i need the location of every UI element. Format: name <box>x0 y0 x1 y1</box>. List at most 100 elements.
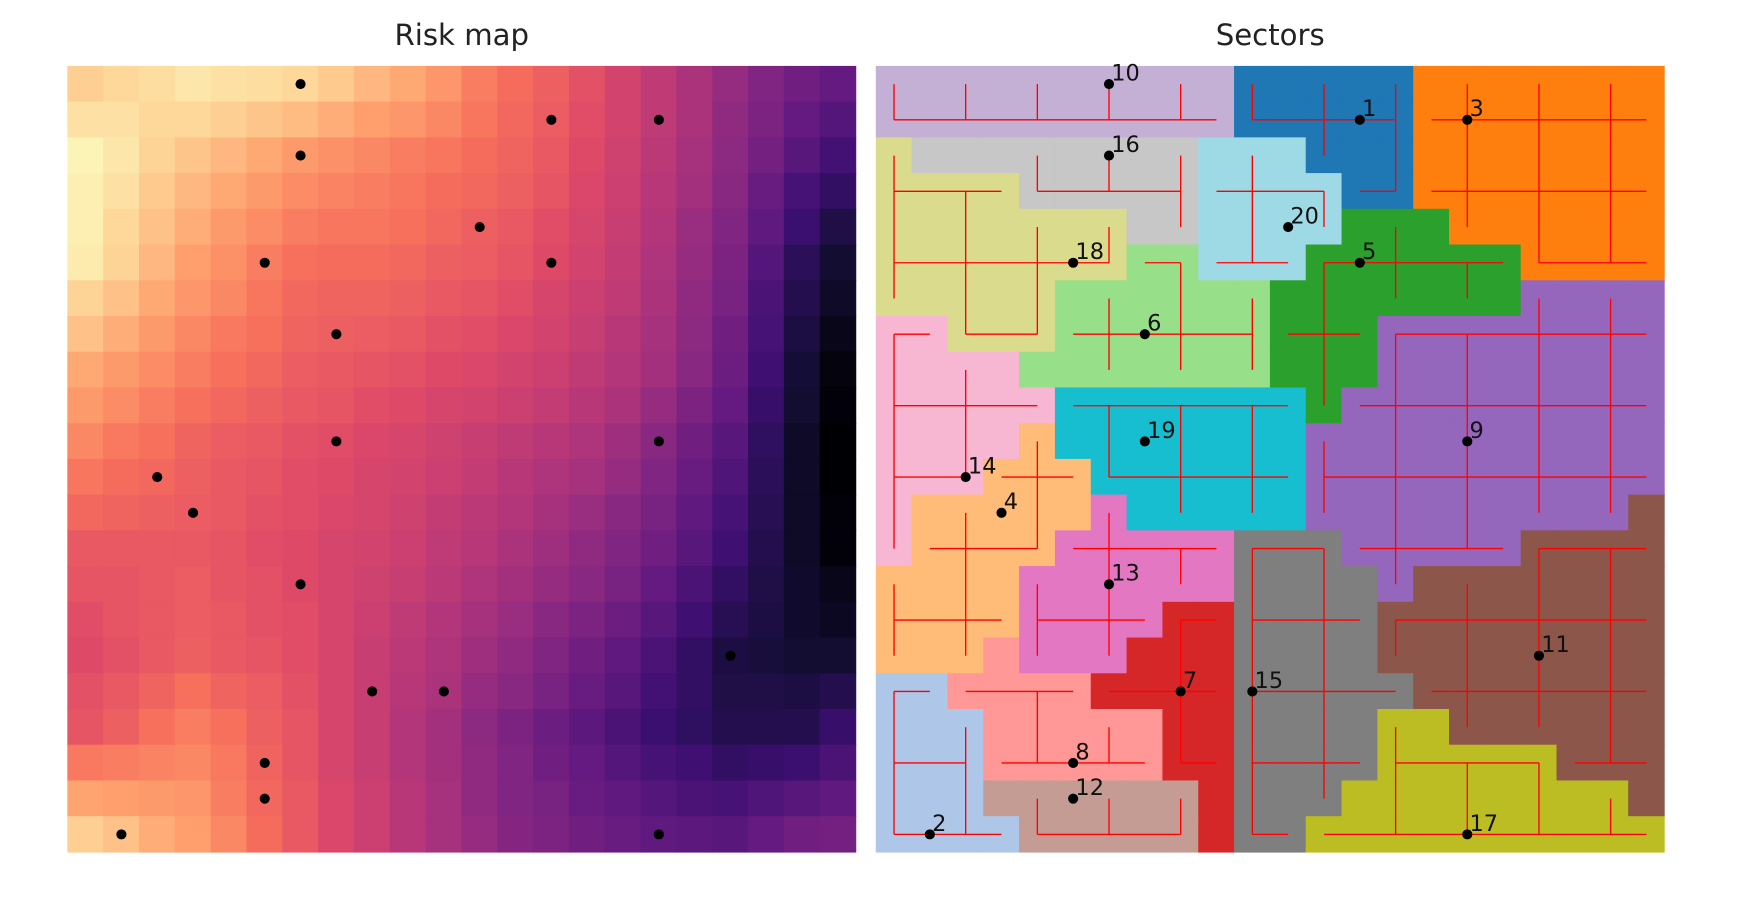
heat-cell <box>210 780 248 817</box>
sector-cell <box>1556 137 1594 174</box>
heat-cell <box>425 566 463 603</box>
point <box>1103 579 1115 590</box>
heat-cell <box>318 208 355 246</box>
sector-cell <box>1054 566 1092 603</box>
sector-cell <box>1198 816 1235 853</box>
heat-cell <box>783 351 821 389</box>
sector-cell <box>911 637 949 674</box>
sector-cell <box>1269 423 1307 460</box>
heat-cell <box>604 458 642 496</box>
heat-cell <box>676 137 713 174</box>
heat-cell <box>389 494 427 532</box>
heat-cell <box>461 566 498 603</box>
heat-cell <box>282 744 319 782</box>
heat-cell <box>246 566 283 603</box>
heat-cell <box>103 351 140 389</box>
sector-cell <box>1126 65 1164 103</box>
point <box>295 79 306 90</box>
heat-cell <box>67 744 104 782</box>
point <box>331 329 342 340</box>
sector-cell <box>1198 208 1235 246</box>
heat-cell <box>174 601 212 639</box>
heat-cell <box>783 173 821 210</box>
heat-cell <box>497 137 534 174</box>
heat-cell <box>604 387 642 424</box>
heat-cell <box>138 65 176 103</box>
heat-cell <box>67 280 104 317</box>
heat-cell <box>210 137 248 174</box>
heat-cell <box>533 708 570 746</box>
heat-cell <box>748 530 785 567</box>
sector-cell <box>1556 351 1594 389</box>
heat-cell <box>568 208 606 246</box>
heat-cell <box>282 601 319 639</box>
heat-cell <box>138 530 176 567</box>
sector-cell <box>1484 566 1522 603</box>
heat-cell <box>533 351 570 389</box>
sector-cell <box>983 637 1020 674</box>
sector-cell <box>1198 780 1235 817</box>
sector-cell <box>1556 65 1594 103</box>
heat-cell <box>425 601 463 639</box>
heat-cell <box>604 280 642 317</box>
heat-cell <box>282 637 319 674</box>
heat-cell <box>461 316 498 353</box>
heat-cell <box>604 494 642 532</box>
heat-cell <box>783 137 821 174</box>
panel: Risk map <box>67 18 857 853</box>
heat-cell <box>174 173 212 210</box>
heat-cell <box>353 173 391 210</box>
heat-cell <box>246 137 283 174</box>
heat-cell <box>210 101 248 139</box>
heat-cell <box>604 708 642 746</box>
point <box>1462 436 1473 447</box>
sector-cell <box>1341 280 1379 317</box>
heat-cell <box>497 316 534 353</box>
point <box>1139 436 1150 447</box>
sector-cell <box>1126 351 1164 389</box>
heat-cell <box>819 494 857 532</box>
heat-cell <box>819 387 857 424</box>
heat-cell <box>425 780 463 817</box>
heat-cell <box>318 65 355 103</box>
heat-cell <box>389 423 427 460</box>
heat-cell <box>246 316 283 353</box>
heat-cell <box>67 208 104 246</box>
heat-cell <box>282 708 319 746</box>
heat-cell <box>174 566 212 603</box>
heat-cell <box>282 494 319 532</box>
heat-cell <box>748 423 785 460</box>
heat-cell <box>640 316 678 353</box>
heat-cell <box>568 280 606 317</box>
heat-cell <box>819 816 857 853</box>
heat-cell <box>353 244 391 281</box>
heat-cell <box>604 780 642 817</box>
heat-cell <box>138 423 176 460</box>
sector-cell <box>1413 208 1450 246</box>
heat-cell <box>676 530 713 567</box>
heat-cell <box>819 530 857 567</box>
sector-cell <box>983 65 1020 103</box>
heat-cell <box>246 387 283 424</box>
heat-cell <box>461 494 498 532</box>
heat-cell <box>425 208 463 246</box>
heat-cell <box>425 173 463 210</box>
heat-cell <box>748 208 785 246</box>
point <box>116 829 127 840</box>
heat-cell <box>676 423 713 460</box>
heat-cell <box>282 280 319 317</box>
sector-cell <box>1126 137 1164 174</box>
heat-cell <box>604 244 642 281</box>
heat-cell <box>748 458 785 496</box>
heat-cell <box>676 637 713 674</box>
heat-cell <box>425 744 463 782</box>
sector-cell <box>1556 423 1594 460</box>
sector-cell <box>1269 566 1307 603</box>
heat-cell <box>783 244 821 281</box>
heat-cell <box>210 423 248 460</box>
heat-cell <box>318 458 355 496</box>
sector-cell <box>1484 137 1522 174</box>
sector-cell <box>1628 637 1665 674</box>
sector-cell <box>1556 494 1594 532</box>
heat-cell <box>246 65 283 103</box>
